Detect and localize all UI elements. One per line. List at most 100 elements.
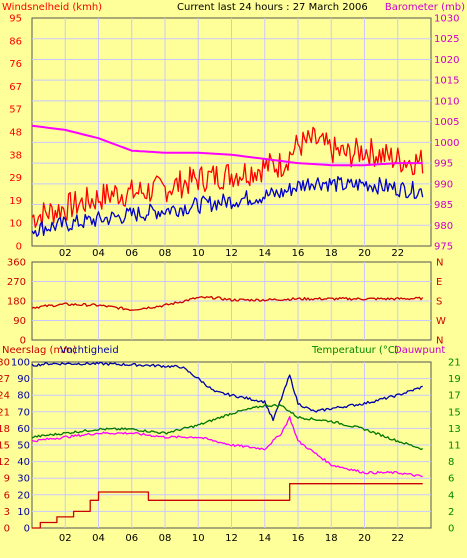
temperature-tick-label: 11 [448, 441, 461, 452]
rain-tick-label: 3 [4, 507, 10, 518]
rain-tick-label: 15 [0, 441, 10, 452]
temperature-tick-label: 6 [448, 474, 454, 485]
compass-tick-label: S [436, 297, 442, 308]
wind-tick-label: 38 [9, 150, 22, 161]
barometer-tick-label: 980 [434, 221, 453, 232]
x-tick-label: 20 [358, 248, 371, 259]
x-tick-label: 06 [125, 248, 138, 259]
humidity-tick-label: 0 [24, 524, 30, 535]
humidity-tick-label: 50 [17, 441, 30, 452]
barometer-tick-label: 1030 [434, 14, 459, 25]
dewpoint-line [31, 415, 423, 478]
barometer-tick-label: 1020 [434, 55, 459, 66]
humidity-axis-label: Vochtigheid [60, 345, 119, 356]
direction-tick-label: 180 [7, 297, 26, 308]
temperature-tick-label: 2 [448, 507, 454, 518]
wind-tick-label: 0 [16, 242, 22, 253]
temperature-tick-label: 0 [448, 524, 454, 535]
wind-barometer-panel: 0 10 19 29 38 48 57 67 76 86 95 975 980 985 990 995 1000… [2, 2, 465, 253]
x-tick-label: 14 [258, 533, 271, 544]
temperature-tick-label: 19 [448, 374, 461, 385]
rain-line [32, 483, 423, 529]
rain-tick-label: 27 [0, 374, 10, 385]
barometer-axis-label: Barometer (mb) [385, 2, 465, 13]
wind-axis-label: Windsnelheid (kmh) [2, 2, 102, 13]
x-tick-label: 14 [258, 248, 271, 259]
rain-tick-label: 12 [0, 457, 10, 468]
wind-direction-line [31, 295, 424, 312]
humidity-tick-label: 70 [17, 407, 30, 418]
x-tick-label: 06 [125, 533, 138, 544]
chart-title: Current last 24 hours : 27 March 2006 [177, 2, 368, 13]
humidity-tick-label: 100 [11, 358, 30, 369]
compass-tick-label: N [436, 336, 443, 347]
wind-tick-label: 48 [9, 128, 22, 139]
x-tick-label: 16 [292, 533, 305, 544]
x-tick-label: 22 [391, 533, 404, 544]
temperature-axis-label: Temperatuur (°C) [311, 345, 399, 356]
humidity-tick-label: 30 [17, 474, 30, 485]
rain-tick-label: 18 [0, 424, 10, 435]
wind-tick-label: 86 [9, 36, 22, 47]
rain-tick-label: 30 [0, 358, 10, 369]
rain-tick-label: 24 [0, 391, 10, 402]
barometer-tick-label: 1015 [434, 76, 459, 87]
temperature-tick-label: 13 [448, 424, 461, 435]
rain-tick-label: 21 [0, 407, 10, 418]
x-tick-label: 08 [159, 533, 172, 544]
humidity-tick-label: 10 [17, 507, 30, 518]
x-tick-label: 20 [358, 533, 371, 544]
x-tick-label: 04 [92, 248, 105, 259]
barometer-tick-label: 1025 [434, 34, 459, 45]
barometer-tick-label: 995 [434, 159, 453, 170]
wind-tick-label: 57 [9, 105, 22, 116]
temperature-tick-label: 15 [448, 407, 461, 418]
wind-tick-label: 19 [9, 196, 22, 207]
x-tick-label: 10 [192, 533, 205, 544]
rain-tick-label: 6 [4, 490, 10, 501]
barometer-tick-label: 985 [434, 200, 453, 211]
wind-gust-line [31, 176, 424, 237]
temperature-tick-label: 21 [448, 358, 461, 369]
humidity-tick-label: 20 [17, 490, 30, 501]
temperature-tick-label: 4 [448, 490, 454, 501]
rain-tick-label: 9 [4, 474, 10, 485]
direction-tick-label: 90 [13, 316, 26, 327]
x-tick-label: 18 [325, 533, 338, 544]
x-tick-label: 18 [325, 248, 338, 259]
wind-tick-label: 95 [9, 14, 22, 25]
direction-tick-label: 0 [20, 336, 26, 347]
rain-tick-label: 0 [4, 524, 10, 535]
x-tick-label: 16 [292, 248, 305, 259]
wind-speed-line [31, 126, 424, 228]
direction-tick-label: 270 [7, 277, 26, 288]
humidity-line [31, 361, 423, 422]
barometer-tick-label: 975 [434, 242, 453, 253]
wind-tick-label: 67 [9, 82, 22, 93]
x-tick-label: 02 [59, 533, 72, 544]
dewpoint-axis-label: Dauwpunt [394, 345, 445, 356]
x-tick-label: 04 [92, 533, 105, 544]
humidity-tick-label: 60 [17, 424, 30, 435]
compass-tick-label: N [436, 258, 443, 269]
x-tick-label: 10 [192, 248, 205, 259]
temperature-tick-label: 8 [448, 457, 454, 468]
compass-tick-label: E [436, 277, 442, 288]
barometer-tick-label: 1010 [434, 96, 459, 107]
humidity-tick-label: 80 [17, 391, 30, 402]
temperature-line [31, 403, 424, 451]
barometer-tick-label: 1000 [434, 138, 459, 149]
compass-tick-label: W [436, 316, 446, 327]
wind-tick-label: 10 [9, 219, 22, 230]
humidity-tick-label: 90 [17, 374, 30, 385]
x-tick-label: 12 [225, 533, 238, 544]
rain-axis-label: Neerslag (mm) [2, 345, 77, 356]
temperature-tick-label: 17 [448, 391, 461, 402]
humidity-tick-label: 40 [17, 457, 30, 468]
barometer-tick-label: 990 [434, 179, 453, 190]
humidity-temperature-panel: 0102030405060708090100036912151821242730… [0, 345, 461, 535]
direction-tick-label: 360 [7, 258, 26, 269]
wind-tick-label: 76 [9, 59, 22, 70]
